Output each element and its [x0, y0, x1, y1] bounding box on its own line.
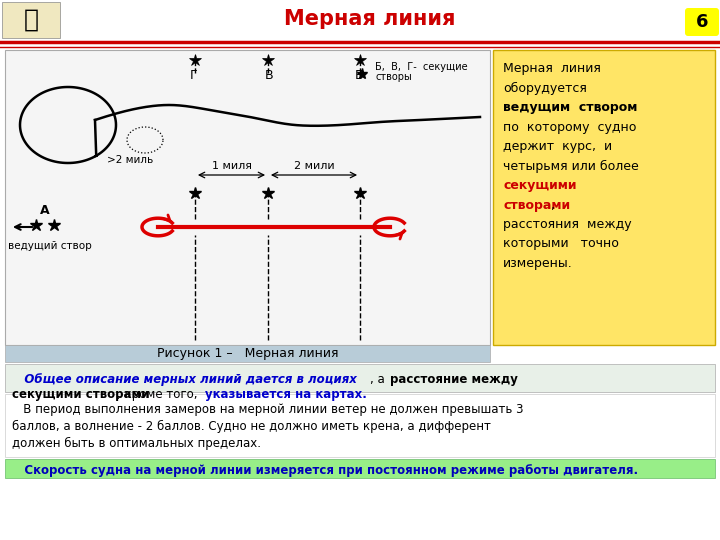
- Text: ,: ,: [598, 101, 602, 114]
- Text: В: В: [265, 69, 274, 82]
- FancyBboxPatch shape: [5, 394, 715, 457]
- Text: , кроме того,: , кроме того,: [117, 388, 202, 401]
- Text: Г: Г: [190, 69, 198, 82]
- FancyBboxPatch shape: [5, 50, 490, 345]
- Text: оборудуется: оборудуется: [503, 82, 587, 94]
- Text: Общее описание мерных линий дается в лоциях: Общее описание мерных линий дается в лоц…: [12, 373, 357, 386]
- Text: должен быть в оптимальных пределах.: должен быть в оптимальных пределах.: [12, 437, 261, 450]
- Text: ,: ,: [552, 199, 555, 212]
- Text: 1 миля: 1 миля: [212, 161, 251, 171]
- Text: >2 миль: >2 миль: [107, 155, 153, 165]
- Text: расстояния  между: расстояния между: [503, 218, 631, 231]
- Text: секущими: секущими: [503, 179, 577, 192]
- Text: ведущим  створом: ведущим створом: [503, 101, 637, 114]
- Text: баллов, а волнение - 2 баллов. Судно не должно иметь крена, а дифферент: баллов, а волнение - 2 баллов. Судно не …: [12, 420, 491, 433]
- Text: створы: створы: [375, 72, 412, 82]
- FancyBboxPatch shape: [5, 345, 490, 362]
- Text: Б,  В,  Г-  секущие: Б, В, Г- секущие: [375, 62, 467, 72]
- Text: ведущий створ: ведущий створ: [8, 241, 91, 251]
- Text: Мерная линия: Мерная линия: [284, 9, 456, 29]
- Text: 2 мили: 2 мили: [294, 161, 334, 171]
- FancyBboxPatch shape: [5, 459, 715, 478]
- Text: створами: створами: [503, 199, 570, 212]
- Text: ⛵: ⛵: [24, 8, 38, 32]
- Text: измерены.: измерены.: [503, 257, 572, 270]
- Text: указывается на картах.: указывается на картах.: [205, 388, 367, 401]
- Text: В период выполнения замеров на мерной линии ветер не должен превышать 3: В период выполнения замеров на мерной ли…: [12, 403, 523, 416]
- Text: 6: 6: [696, 13, 708, 31]
- FancyBboxPatch shape: [493, 50, 715, 345]
- Text: расстояние между: расстояние между: [390, 373, 518, 386]
- Text: Мерная  линия: Мерная линия: [503, 62, 601, 75]
- Text: , а: , а: [370, 373, 389, 386]
- Text: Рисунок 1 –   Мерная линия: Рисунок 1 – Мерная линия: [157, 347, 338, 360]
- Text: четырьмя или более: четырьмя или более: [503, 159, 639, 173]
- Text: держит  курс,  и: держит курс, и: [503, 140, 612, 153]
- Text: секущими створами: секущими створами: [12, 388, 149, 401]
- Text: по  которому  судно: по которому судно: [503, 120, 636, 133]
- Text: которыми   точно: которыми точно: [503, 238, 619, 251]
- Text: Б: Б: [355, 69, 364, 82]
- FancyBboxPatch shape: [2, 2, 60, 38]
- Text: А: А: [40, 205, 50, 218]
- FancyBboxPatch shape: [685, 8, 719, 36]
- FancyBboxPatch shape: [5, 364, 715, 392]
- Text: Скорость судна на мерной линии измеряется при постоянном режиме работы двигателя: Скорость судна на мерной линии измеряетс…: [12, 464, 638, 477]
